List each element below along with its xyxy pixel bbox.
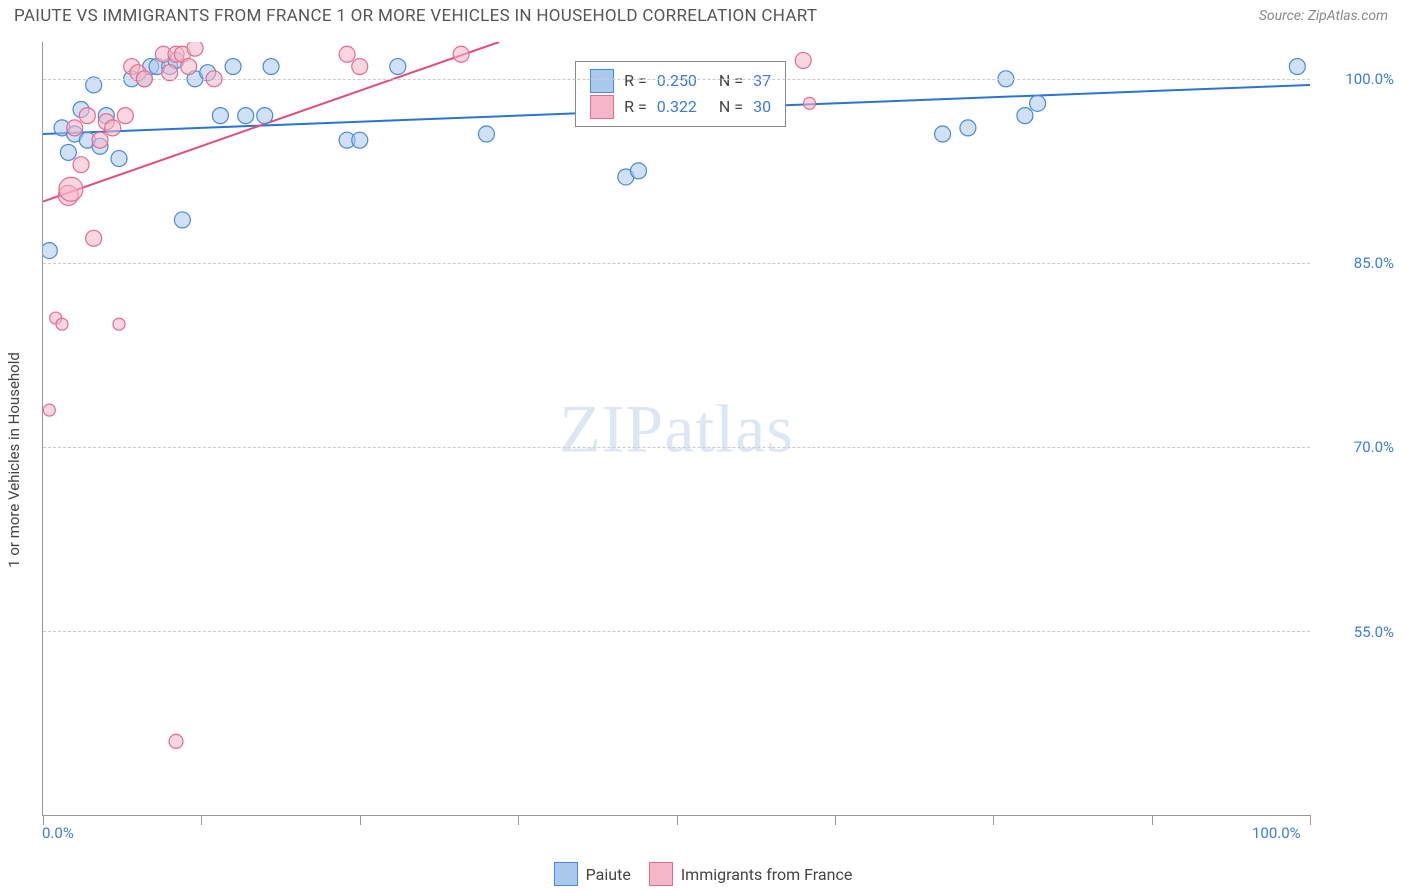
- data-point: [1017, 108, 1033, 124]
- chart-header: PAIUTE VS IMMIGRANTS FROM FRANCE 1 OR MO…: [0, 0, 1406, 30]
- data-point: [257, 108, 273, 124]
- data-point: [73, 157, 89, 173]
- data-point: [92, 132, 108, 148]
- data-point: [111, 151, 127, 167]
- data-point: [795, 52, 811, 68]
- data-point: [181, 59, 197, 75]
- data-point: [86, 230, 102, 246]
- data-point: [105, 120, 121, 136]
- data-point: [960, 120, 976, 136]
- legend-item-france: Immigrants from France: [649, 862, 853, 886]
- chart-source: Source: ZipAtlas.com: [1259, 8, 1388, 24]
- data-point: [43, 404, 55, 416]
- x-tick-label: 100.0%: [1252, 824, 1301, 842]
- gridline: [43, 447, 1310, 448]
- legend-item-paiute: Paiute: [554, 862, 631, 886]
- scatter-plot-svg: [43, 42, 1310, 815]
- chart-title: PAIUTE VS IMMIGRANTS FROM FRANCE 1 OR MO…: [14, 6, 817, 26]
- legend-label-france: Immigrants from France: [681, 865, 853, 884]
- gridline: [43, 631, 1310, 632]
- data-point: [59, 177, 83, 201]
- y-tick-label: 55.0%: [1354, 623, 1394, 641]
- data-point: [117, 108, 133, 124]
- legend-n-label-1: N =: [719, 68, 743, 94]
- data-point: [238, 108, 254, 124]
- swatch-paiute: [590, 69, 614, 93]
- swatch-france-bottom: [649, 862, 673, 886]
- data-point: [339, 46, 355, 62]
- legend-r-val-1: 0.250: [657, 68, 697, 94]
- legend-r-label-1: R =: [624, 68, 647, 94]
- data-point: [352, 132, 368, 148]
- data-point: [60, 144, 76, 160]
- legend-row-france: R = 0.322 N = 30: [590, 94, 771, 120]
- data-point: [174, 212, 190, 228]
- swatch-france: [590, 95, 614, 119]
- x-tick: [677, 815, 678, 825]
- data-point: [630, 163, 646, 179]
- legend-label-paiute: Paiute: [586, 865, 631, 884]
- chart-area: ZIPatlas R = 0.250 N = 37 R = 0.322 N = …: [42, 42, 1400, 838]
- y-axis-title: 1 or more Vehicles in Household: [5, 352, 23, 568]
- legend-r-val-2: 0.322: [657, 94, 697, 120]
- data-point: [390, 59, 406, 75]
- y-tick-label: 70.0%: [1354, 438, 1394, 456]
- x-tick: [518, 815, 519, 825]
- x-tick-label: 0.0%: [42, 824, 74, 842]
- plot-area: ZIPatlas R = 0.250 N = 37 R = 0.322 N = …: [42, 42, 1310, 816]
- data-point: [225, 59, 241, 75]
- x-tick: [201, 815, 202, 825]
- data-point: [212, 108, 228, 124]
- data-point: [804, 97, 816, 109]
- y-tick-label: 100.0%: [1345, 70, 1394, 88]
- gridline: [43, 79, 1310, 80]
- legend-n-val-2: 30: [753, 94, 771, 120]
- legend-row-paiute: R = 0.250 N = 37: [590, 68, 771, 94]
- y-tick-label: 85.0%: [1354, 254, 1394, 272]
- data-point: [43, 243, 57, 259]
- data-point: [352, 59, 368, 75]
- data-point: [67, 120, 83, 136]
- data-point: [169, 734, 183, 748]
- x-tick: [1152, 815, 1153, 825]
- series-legend: Paiute Immigrants from France: [0, 862, 1406, 886]
- gridline: [43, 263, 1310, 264]
- legend-n-val-1: 37: [753, 68, 771, 94]
- data-point: [453, 46, 469, 62]
- data-point: [935, 126, 951, 142]
- swatch-paiute-bottom: [554, 862, 578, 886]
- data-point: [1289, 59, 1305, 75]
- x-tick: [360, 815, 361, 825]
- data-point: [113, 318, 125, 330]
- x-tick: [835, 815, 836, 825]
- data-point: [187, 42, 203, 56]
- legend-n-label-2: N =: [719, 94, 743, 120]
- data-point: [263, 59, 279, 75]
- data-point: [56, 318, 68, 330]
- data-point: [79, 108, 95, 124]
- x-tick: [993, 815, 994, 825]
- correlation-legend: R = 0.250 N = 37 R = 0.322 N = 30: [575, 61, 786, 127]
- x-tick: [1310, 815, 1311, 825]
- data-point: [1030, 95, 1046, 111]
- legend-r-label-2: R =: [624, 94, 647, 120]
- data-point: [478, 126, 494, 142]
